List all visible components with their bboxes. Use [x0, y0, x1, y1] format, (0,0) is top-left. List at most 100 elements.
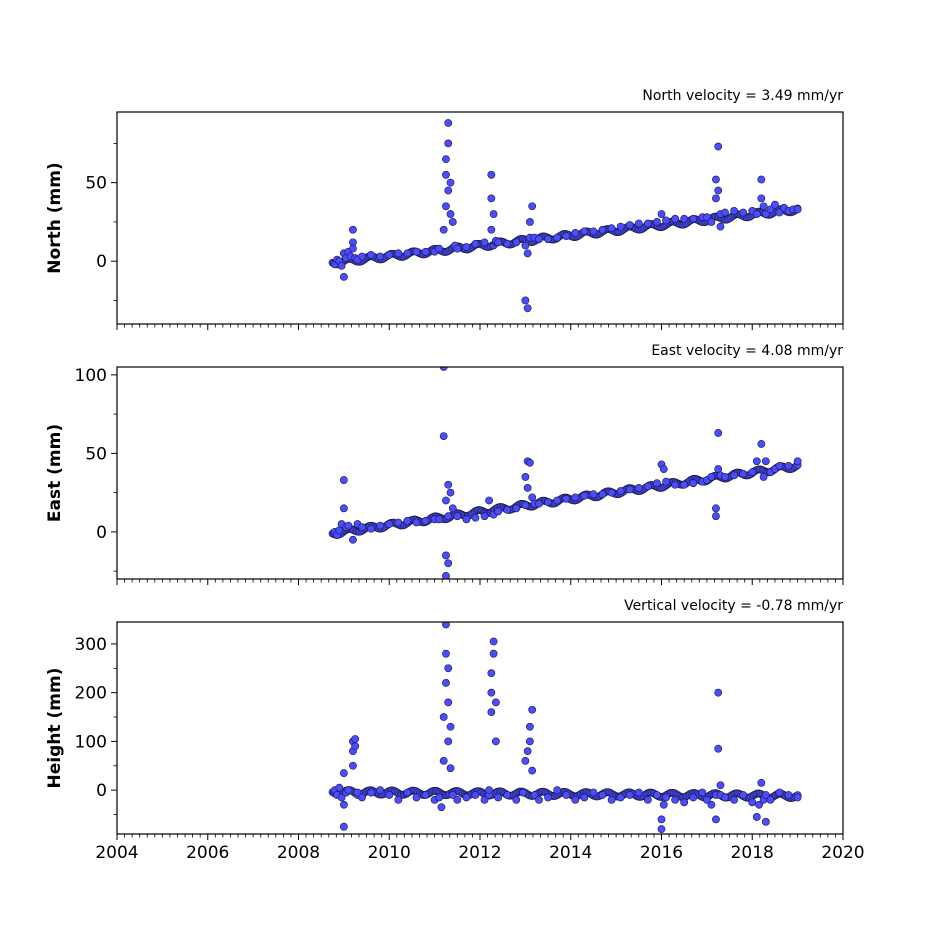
data-point [439, 432, 448, 440]
data-point [444, 698, 453, 707]
x-tick-label: 2018 [731, 843, 774, 863]
y-tick-label: 0 [96, 781, 107, 801]
data-point [489, 637, 498, 646]
data-point [761, 210, 770, 218]
data-point [689, 214, 698, 223]
data-point [761, 457, 770, 466]
data-point [793, 457, 802, 466]
data-point [403, 249, 412, 258]
data-point [358, 252, 366, 261]
data-point [739, 469, 748, 478]
data-point [775, 788, 784, 797]
data-point [523, 484, 532, 492]
data-point [512, 238, 521, 247]
data-point [444, 737, 453, 746]
data-point [755, 800, 763, 809]
data-point [376, 252, 385, 261]
data-point [435, 515, 444, 524]
data-point [446, 722, 455, 731]
data-point [444, 139, 453, 148]
data-point [339, 822, 348, 831]
data-point [662, 793, 670, 802]
data-point [487, 669, 496, 678]
data-point [657, 825, 666, 834]
data-point [714, 429, 723, 437]
data-point [444, 512, 453, 521]
data-point [439, 367, 448, 371]
data-point [349, 535, 357, 544]
data-point [712, 194, 720, 203]
data-point [528, 766, 537, 775]
data-point [712, 815, 720, 824]
data-point [528, 705, 537, 714]
x-axis-2: 2004 2006 2008 2010 2012 2014 2016 2018 2020 [95, 834, 865, 863]
x-axis-1 [116, 579, 844, 585]
data-point [358, 793, 366, 802]
data-point [523, 249, 532, 258]
velocity-label: East velocity = 4.08 mm/yr [651, 343, 843, 359]
data-point [730, 207, 738, 215]
data-point [339, 476, 348, 484]
data-point [376, 786, 385, 795]
data-point [435, 793, 444, 802]
data-point [435, 244, 444, 253]
x-tick-label: 2020 [821, 843, 864, 863]
x-tick-label: 2016 [640, 843, 683, 863]
data-point [437, 803, 446, 812]
data-point [521, 473, 530, 481]
data-point [761, 791, 770, 799]
data-point [634, 788, 643, 797]
data-point [421, 517, 430, 525]
data-point [421, 791, 430, 799]
y-tick-label: 50 [85, 174, 107, 194]
data-point [491, 737, 500, 746]
data-point [702, 795, 711, 804]
data-point [544, 235, 552, 244]
data-point [394, 518, 403, 527]
data-point [771, 200, 779, 209]
data-point [757, 440, 766, 448]
data-point [503, 505, 512, 514]
data-point [553, 786, 562, 795]
data-point [643, 219, 652, 228]
data-point [353, 788, 362, 797]
y-tick-label: 300 [75, 635, 107, 655]
data-point [448, 791, 457, 799]
x-tick-label: 2006 [186, 843, 229, 863]
data-point [761, 817, 770, 826]
data-point [446, 210, 455, 218]
data-point [489, 210, 498, 218]
data-point [714, 142, 723, 151]
data-point [530, 791, 539, 799]
data-point [766, 205, 775, 214]
data-point [634, 484, 643, 492]
data-point [339, 769, 348, 777]
data-point [571, 493, 580, 502]
data-point [653, 479, 661, 488]
data-point [653, 218, 661, 226]
data-point [535, 499, 543, 508]
data-point [752, 457, 761, 466]
data-point [446, 764, 455, 773]
data-point [521, 241, 530, 250]
data-point [657, 210, 666, 218]
y-tick-label: 200 [75, 684, 107, 704]
data-point [462, 243, 471, 251]
data-point [616, 222, 625, 231]
data-point [759, 202, 768, 211]
data-point [439, 713, 448, 721]
x-tick-label: 2014 [549, 843, 592, 863]
data-point [707, 800, 716, 809]
data-point [521, 501, 530, 510]
data-point [453, 244, 462, 253]
data-point [544, 793, 552, 802]
data-point [462, 793, 471, 802]
data-point [503, 791, 512, 799]
y-tick-label: 0 [96, 523, 107, 543]
data-point [571, 795, 580, 804]
data-point [394, 795, 403, 804]
data-point [385, 791, 394, 799]
data-point [494, 507, 503, 516]
data-point [512, 795, 521, 804]
data-point [766, 795, 775, 804]
